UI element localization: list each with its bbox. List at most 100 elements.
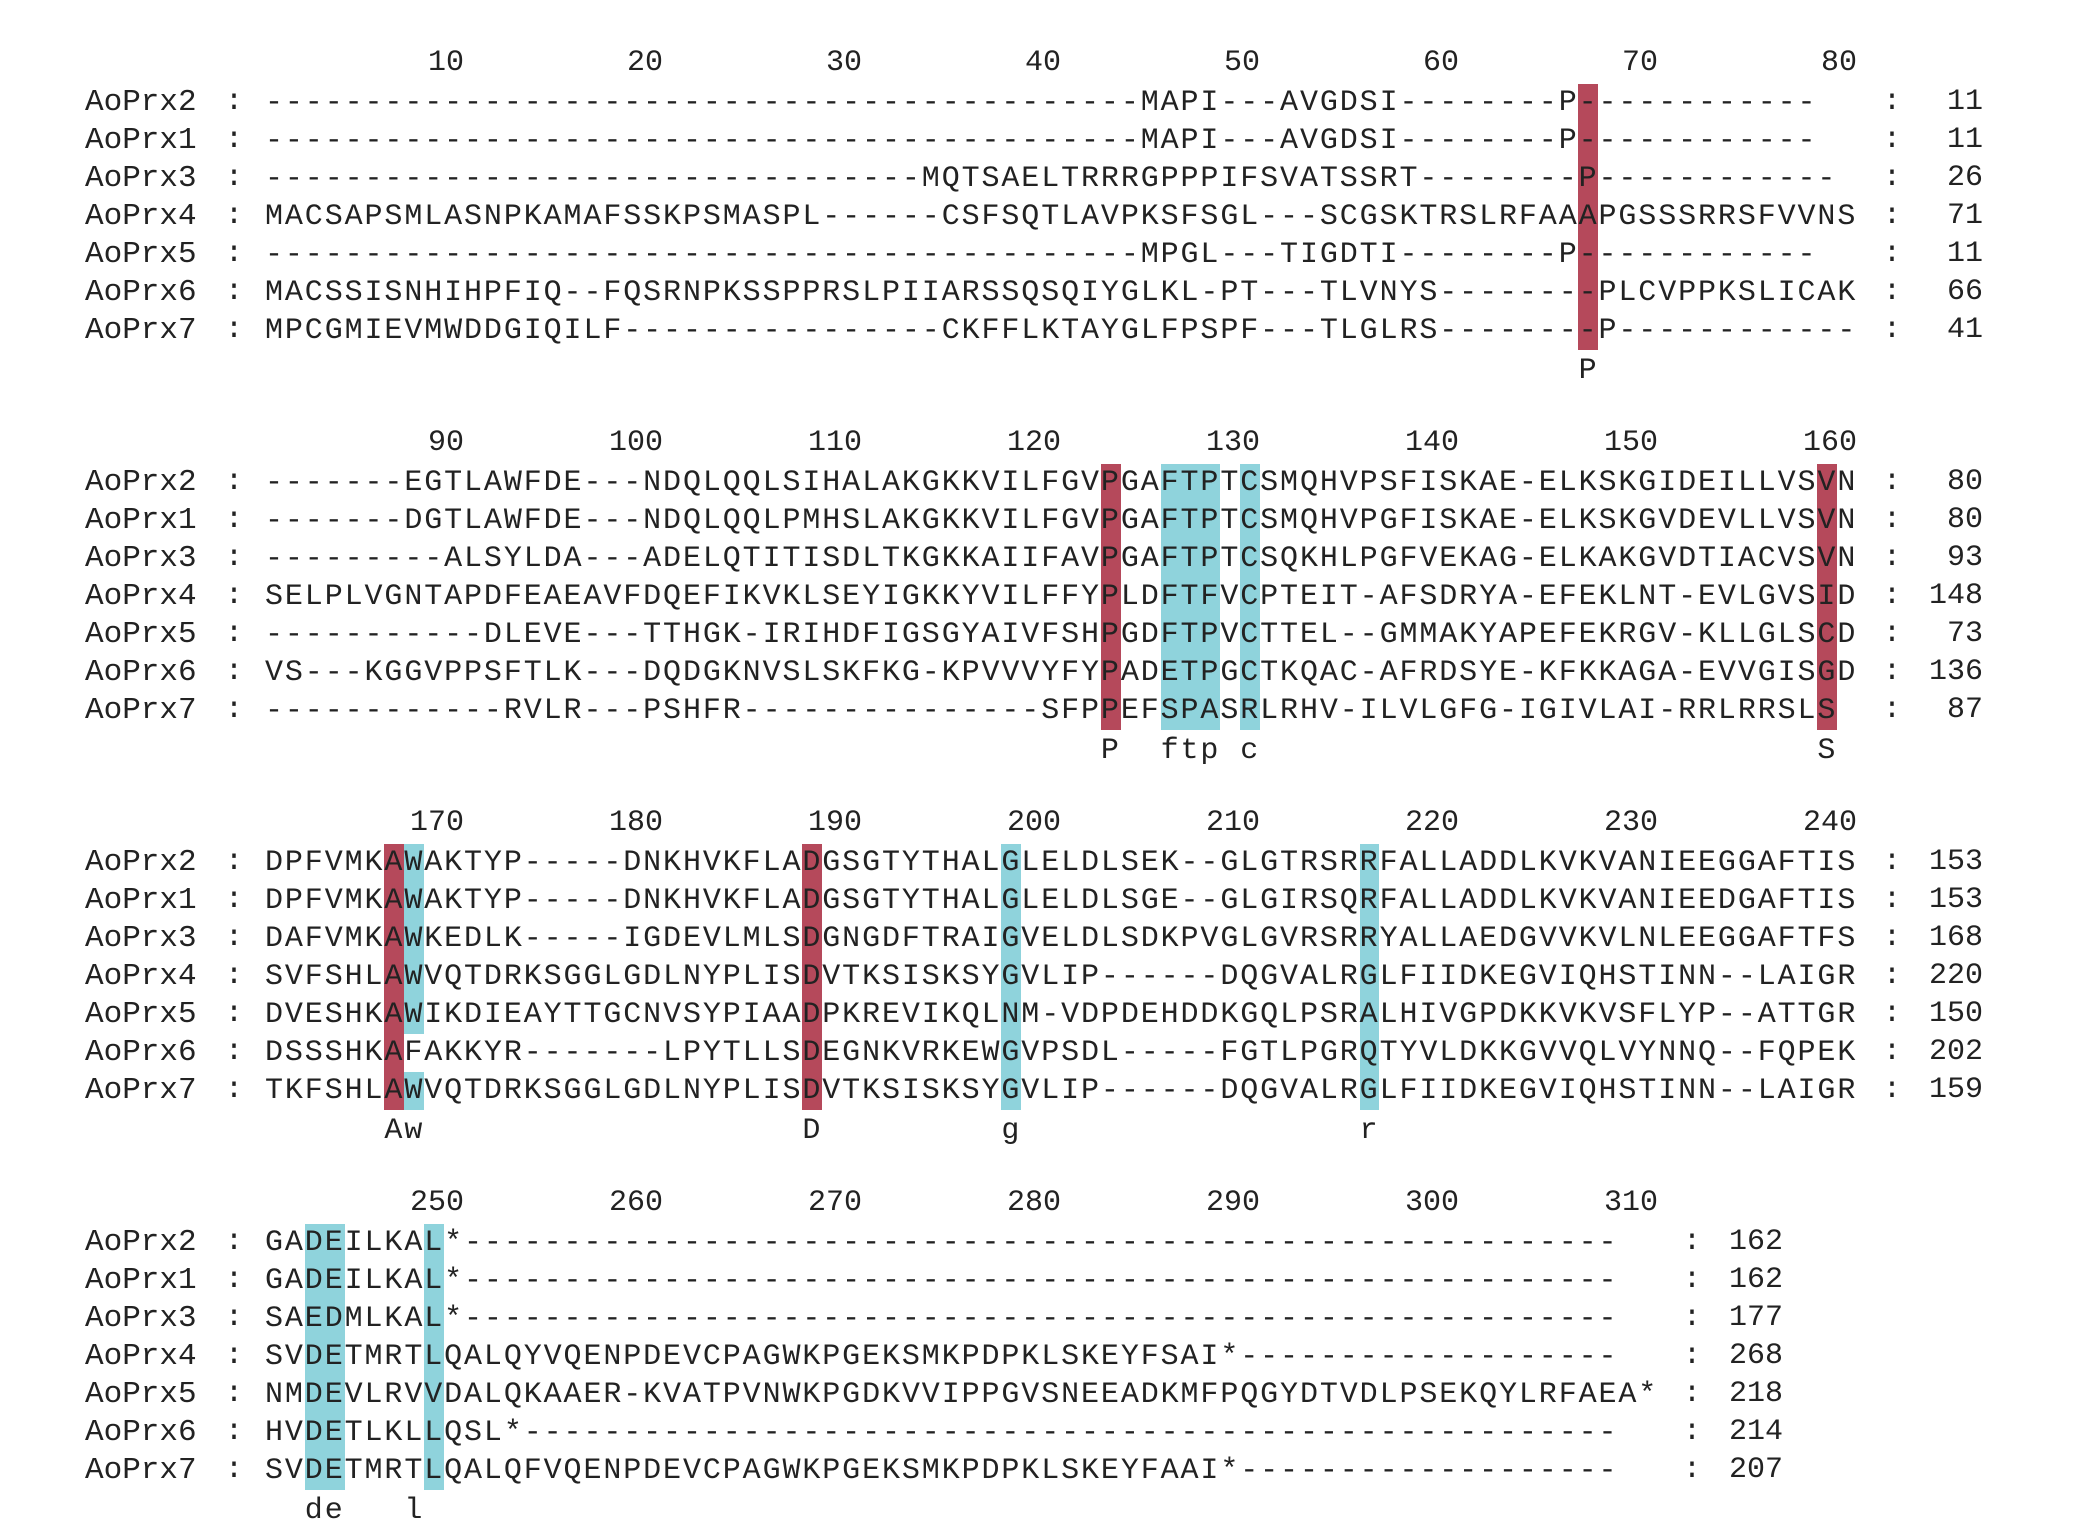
sequence-name: AoPrx4: [85, 199, 197, 234]
separator-colon: :: [225, 1339, 244, 1373]
residue-count: 11: [1946, 85, 1983, 119]
separator-colon: :: [1883, 465, 1902, 499]
sequence-name: AoPrx3: [85, 541, 197, 576]
ruler-tick-label: 240: [1802, 806, 1857, 840]
conserved-cell-partial: [404, 958, 425, 996]
separator-colon: :: [1883, 997, 1902, 1031]
separator-colon: :: [225, 199, 244, 233]
sequence-residues: NMDEVLRVVDALQKAAER-KVATPVNWKPGDKVVIPPGVS…: [265, 1378, 1659, 1412]
conserved-cell-partial: [404, 1072, 425, 1110]
sequence-name: AoPrx5: [85, 237, 197, 272]
residue-count: 218: [1728, 1377, 1783, 1411]
separator-colon: :: [225, 883, 244, 917]
separator-colon: :: [1883, 313, 1902, 347]
conserved-column-partial: [304, 1224, 325, 1490]
sequence-name: AoPrx7: [85, 1453, 197, 1488]
ruler-tick-label: 200: [1006, 806, 1061, 840]
conserved-column-partial: [324, 1224, 345, 1490]
sequence-residues: DVESHKAWIKDIEAYTTGCNVSYPIAADPKREVIKQLNM-…: [265, 998, 1858, 1032]
ruler-tick-label: 190: [807, 806, 862, 840]
sequence-name: AoPrx4: [85, 959, 197, 994]
separator-colon: :: [225, 1415, 244, 1449]
sequence-residues: SVFSHLAWVQTDRKSGGLGDLNYPLISDVTKSISKSYGVL…: [265, 960, 1858, 994]
sequence-residues: GADEILKAL*------------------------------…: [265, 1226, 1619, 1260]
sequence-residues: ----------------------------------------…: [265, 238, 1818, 272]
separator-colon: :: [1883, 123, 1902, 157]
conserved-column-full: [1100, 464, 1121, 730]
sequence-name: AoPrx2: [85, 85, 197, 120]
separator-colon: :: [225, 313, 244, 347]
ruler-tick-label: 160: [1802, 426, 1857, 460]
separator-colon: :: [225, 123, 244, 157]
sequence-residues: VS---KGGVPPSFTLK---DQDGKNVSLSKFKG-KPVVVY…: [265, 656, 1858, 690]
sequence-residues: ----------------------------------------…: [265, 124, 1818, 158]
sequence-name: AoPrx1: [85, 1263, 197, 1298]
sequence-residues: -------EGTLAWFDE---NDQLQQLSIHALAKGKKVILF…: [265, 466, 1858, 500]
separator-colon: :: [1883, 275, 1902, 309]
separator-colon: :: [225, 85, 244, 119]
conserved-cell-partial: [404, 920, 425, 958]
separator-colon: :: [225, 617, 244, 651]
sequence-name: AoPrx6: [85, 1035, 197, 1070]
residue-count: 26: [1946, 161, 1983, 195]
ruler-tick-label: 120: [1006, 426, 1061, 460]
sequence-residues: HVDETLKLLQSL*---------------------------…: [265, 1416, 1619, 1450]
separator-colon: :: [225, 997, 244, 1031]
consensus-line: de l: [265, 1494, 425, 1528]
residue-count: 136: [1928, 655, 1983, 689]
sequence-name: AoPrx4: [85, 579, 197, 614]
separator-colon: :: [1683, 1263, 1702, 1297]
residue-count: 202: [1928, 1035, 1983, 1069]
ruler-tick-label: 60: [1422, 46, 1459, 80]
separator-colon: :: [1683, 1415, 1702, 1449]
residue-count: 93: [1946, 541, 1983, 575]
separator-colon: :: [1883, 693, 1902, 727]
residue-count: 87: [1946, 693, 1983, 727]
separator-colon: :: [225, 1453, 244, 1487]
sequence-name: AoPrx1: [85, 883, 197, 918]
separator-colon: :: [225, 845, 244, 879]
ruler-tick-label: 80: [1820, 46, 1857, 80]
ruler-tick-label: 20: [626, 46, 663, 80]
ruler-tick-label: 10: [427, 46, 464, 80]
residue-count: 207: [1728, 1453, 1783, 1487]
residue-count: 66: [1946, 275, 1983, 309]
separator-colon: :: [1683, 1225, 1702, 1259]
separator-colon: :: [1883, 161, 1902, 195]
ruler-tick-label: 30: [825, 46, 862, 80]
ruler-tick-label: 210: [1205, 806, 1260, 840]
residue-count: 73: [1946, 617, 1983, 651]
consensus-line: P: [265, 354, 1599, 388]
separator-colon: :: [1883, 845, 1902, 879]
separator-colon: :: [225, 655, 244, 689]
residue-count: 148: [1928, 579, 1983, 613]
sequence-residues: DAFVMKAWKEDLK-----IGDEVLMLSDGNGDFTRAIGVE…: [265, 922, 1858, 956]
separator-colon: :: [1883, 579, 1902, 613]
separator-colon: :: [225, 503, 244, 537]
sequence-name: AoPrx6: [85, 1415, 197, 1450]
ruler-tick-label: 180: [608, 806, 663, 840]
separator-colon: :: [1683, 1453, 1702, 1487]
consensus-line: P ftp c S: [265, 734, 1838, 768]
residue-count: 177: [1728, 1301, 1783, 1335]
sequence-name: AoPrx5: [85, 1377, 197, 1412]
residue-count: 159: [1928, 1073, 1983, 1107]
conserved-column-partial: [1160, 464, 1181, 730]
residue-count: 162: [1728, 1263, 1783, 1297]
separator-colon: :: [225, 921, 244, 955]
sequence-residues: ------------RVLR---PSHFR---------------S…: [265, 694, 1838, 728]
separator-colon: :: [1883, 85, 1902, 119]
ruler-tick-label: 50: [1223, 46, 1260, 80]
separator-colon: :: [1883, 199, 1902, 233]
sequence-name: AoPrx3: [85, 1301, 197, 1336]
sequence-residues: MACSAPSMLASNPKAMAFSSKPSMASPL------CSFSQT…: [265, 200, 1858, 234]
separator-colon: :: [225, 1073, 244, 1107]
separator-colon: :: [1883, 959, 1902, 993]
residue-count: 162: [1728, 1225, 1783, 1259]
ruler-tick-label: 70: [1621, 46, 1658, 80]
sequence-name: AoPrx2: [85, 465, 197, 500]
separator-colon: :: [225, 541, 244, 575]
sequence-residues: -------DGTLAWFDE---NDQLQQLPMHSLAKGKKVILF…: [265, 504, 1858, 538]
conserved-column-full: [1817, 464, 1838, 730]
separator-colon: :: [225, 579, 244, 613]
